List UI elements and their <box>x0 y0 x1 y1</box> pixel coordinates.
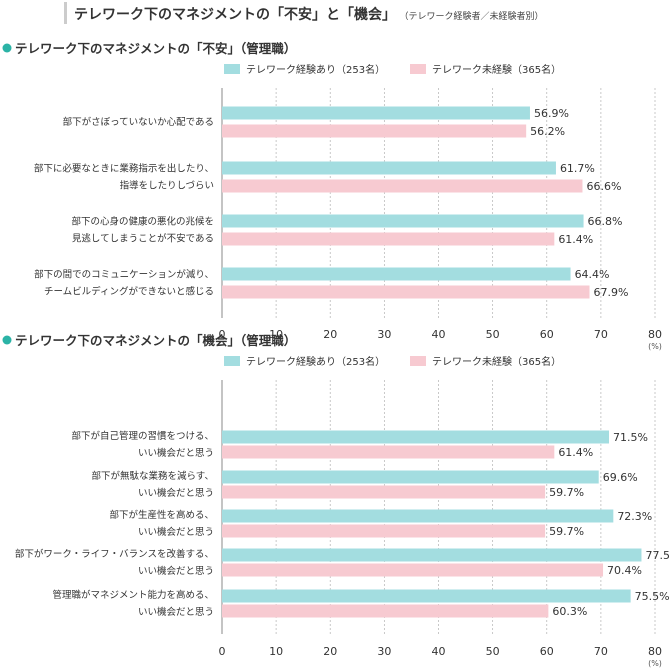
category-label: いい機会だと思う <box>138 487 214 499</box>
header-accent-bar <box>64 2 67 24</box>
x-tick-label: 40 <box>432 328 446 341</box>
x-tick-label: 10 <box>269 645 283 658</box>
data-label: 67.9% <box>594 286 629 299</box>
chart-anxiety: テレワーク下のマネジメントの「不安」（管理職） テレワーク経験あり（253名） テレ… <box>2 41 662 351</box>
bar <box>222 161 556 175</box>
bar <box>222 267 571 281</box>
data-label: 72.3% <box>617 510 652 523</box>
x-unit-label: (%) <box>648 659 662 668</box>
data-label: 75.5% <box>635 590 670 603</box>
category-label: いい機会だと思う <box>138 565 214 577</box>
bar <box>222 285 590 299</box>
data-label: 61.7% <box>560 162 595 175</box>
data-label: 69.6% <box>603 471 638 484</box>
page-title: テレワーク下のマネジメントの「不安」と「機会」 （テレワーク経験者／未経験者別） <box>74 4 544 24</box>
x-tick-label: 0 <box>219 328 226 341</box>
legend-label: テレワーク経験あり（253名） <box>246 63 385 76</box>
x-tick-label: 20 <box>323 645 337 658</box>
category-label: 見逃してしまうことが不安である <box>72 233 214 245</box>
bar <box>222 445 555 459</box>
x-tick-label: 80 <box>648 328 662 341</box>
chart-title: テレワーク下のマネジメントの「不安」（管理職） <box>15 41 296 56</box>
data-label: 64.4% <box>575 268 610 281</box>
category-label: いい機会だと思う <box>138 606 214 618</box>
category-label: 部下がワーク・ライフ・バランスを改善する、 <box>15 548 214 560</box>
x-tick-label: 50 <box>486 328 500 341</box>
bar <box>222 470 599 484</box>
category-label: 部下に必要なときに業務指示を出したり、 <box>34 163 214 175</box>
legend-label: テレワーク経験あり（253名） <box>246 355 385 368</box>
category-label: 部下の心身の健康の悪化の兆候を <box>71 216 214 228</box>
category-label: チームビルディングができないと感じる <box>44 286 214 298</box>
legend-label: テレワーク未経験（365名） <box>432 355 561 368</box>
bar <box>222 430 609 444</box>
data-label: 66.8% <box>588 215 623 228</box>
data-label: 59.7% <box>549 486 584 499</box>
category-label: 部下がさぼっていないか心配である <box>63 116 214 128</box>
x-tick-label: 30 <box>377 328 391 341</box>
data-label: 56.2% <box>530 125 565 138</box>
section-bullet-icon <box>2 43 12 53</box>
x-tick-label: 40 <box>432 645 446 658</box>
data-label: 70.4% <box>607 564 642 577</box>
category-label: いい機会だと思う <box>138 447 214 459</box>
category-label: 指導をしたりしづらい <box>120 180 214 192</box>
data-label: 61.4% <box>558 233 593 246</box>
chart-opportunity: テレワーク下のマネジメントの「機会」（管理職） テレワーク経験あり（253名） テレ… <box>2 333 670 668</box>
x-tick-label: 50 <box>486 645 500 658</box>
legend-swatch <box>224 356 240 366</box>
data-label: 56.9% <box>534 107 569 120</box>
bar <box>222 485 546 499</box>
data-label: 77.5% <box>645 549 670 562</box>
category-label: 部下の間でのコミュニケーションが減り、 <box>34 269 214 281</box>
x-tick-label: 70 <box>594 328 608 341</box>
bar <box>222 589 631 603</box>
data-label: 60.3% <box>552 605 587 618</box>
bar <box>222 179 583 193</box>
page-subtitle: （テレワーク経験者／未経験者別） <box>404 12 544 22</box>
category-label: 部下が無駄な業務を減らす、 <box>91 470 214 482</box>
data-label: 59.7% <box>549 525 584 538</box>
x-tick-label: 30 <box>377 645 391 658</box>
x-tick-label: 70 <box>594 645 608 658</box>
legend-swatch <box>224 64 240 74</box>
category-label: 管理職がマネジメント能力を高める、 <box>52 589 214 601</box>
category-label: 部下が自己管理の習慣をつける、 <box>71 430 214 442</box>
bar <box>222 563 604 577</box>
x-tick-label: 80 <box>648 645 662 658</box>
x-unit-label: (%) <box>648 342 662 351</box>
bar <box>222 106 530 120</box>
x-tick-label: 0 <box>219 645 226 658</box>
x-tick-label: 60 <box>540 328 554 341</box>
data-label: 66.6% <box>586 180 621 193</box>
legend-label: テレワーク未経験（365名） <box>432 63 561 76</box>
bar <box>222 548 642 562</box>
bar <box>222 124 527 138</box>
category-label: 部下が生産性を高める、 <box>109 509 214 521</box>
bar <box>222 509 614 523</box>
x-tick-label: 10 <box>269 328 283 341</box>
legend-swatch <box>410 64 426 74</box>
bar <box>222 214 584 228</box>
bar <box>222 604 549 618</box>
section-bullet-icon <box>2 335 12 345</box>
data-label: 61.4% <box>558 446 593 459</box>
bar <box>222 524 546 538</box>
x-tick-label: 60 <box>540 645 554 658</box>
legend-swatch <box>410 356 426 366</box>
category-label: いい機会だと思う <box>138 526 214 538</box>
chart-title: テレワーク下のマネジメントの「機会」（管理職） <box>15 333 296 348</box>
page-title-text: テレワーク下のマネジメントの「不安」と「機会」 <box>74 7 396 23</box>
data-label: 71.5% <box>613 431 648 444</box>
x-tick-label: 20 <box>323 328 337 341</box>
bar <box>222 232 555 246</box>
